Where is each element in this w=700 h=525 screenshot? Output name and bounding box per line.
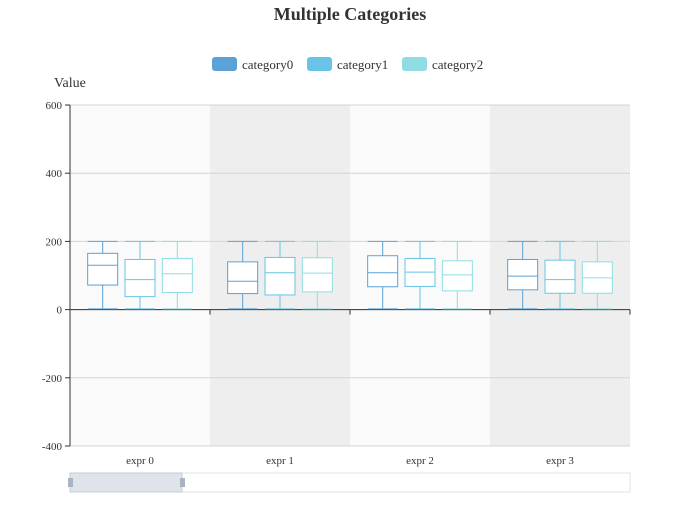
box-iqr bbox=[161, 257, 193, 294]
y-tick-label: -200 bbox=[42, 373, 63, 385]
boxplot-box[interactable] bbox=[301, 240, 333, 310]
x-tick-label: expr 2 bbox=[406, 455, 434, 467]
datazoom-handle-start[interactable] bbox=[68, 478, 73, 487]
boxplot-box[interactable] bbox=[507, 240, 539, 310]
box-iqr bbox=[544, 259, 576, 294]
legend-label: category1 bbox=[337, 57, 388, 72]
x-tick-label: expr 0 bbox=[126, 455, 154, 467]
boxplot-box[interactable] bbox=[124, 240, 156, 310]
legend-swatch bbox=[212, 57, 237, 71]
y-axis-label: Value bbox=[54, 76, 86, 91]
box-iqr bbox=[507, 258, 539, 291]
x-tick-label: expr 3 bbox=[546, 455, 574, 467]
legend-label: category0 bbox=[242, 57, 293, 72]
legend-item-category0[interactable]: category0 bbox=[212, 57, 293, 72]
box-iqr bbox=[264, 256, 296, 296]
boxplot-box[interactable] bbox=[264, 240, 296, 310]
box-iqr bbox=[367, 255, 399, 288]
boxplot-box[interactable] bbox=[581, 240, 613, 310]
box-iqr bbox=[87, 252, 119, 286]
box-iqr bbox=[301, 257, 333, 293]
box-iqr bbox=[441, 260, 473, 292]
y-tick-label: 0 bbox=[57, 305, 63, 317]
legend-item-category2[interactable]: category2 bbox=[402, 57, 483, 72]
boxplot-box[interactable] bbox=[544, 240, 576, 310]
boxplot-box[interactable] bbox=[161, 240, 193, 310]
box-iqr bbox=[124, 258, 156, 298]
boxplot-box[interactable] bbox=[87, 240, 119, 310]
boxplot-box[interactable] bbox=[441, 240, 473, 310]
y-tick-label: 600 bbox=[46, 100, 63, 112]
datazoom-selected-range[interactable] bbox=[69, 472, 183, 493]
y-tick-label: -400 bbox=[42, 441, 63, 453]
legend-swatch bbox=[307, 57, 332, 71]
legend-label: category2 bbox=[432, 57, 483, 72]
boxplot-box[interactable] bbox=[404, 240, 436, 310]
x-tick-label: expr 1 bbox=[266, 455, 294, 467]
legend-swatch bbox=[402, 57, 427, 71]
datazoom-handle-end[interactable] bbox=[180, 478, 185, 487]
y-tick-label: 400 bbox=[46, 168, 63, 180]
boxplot-box[interactable] bbox=[367, 240, 399, 310]
legend-item-category1[interactable]: category1 bbox=[307, 57, 388, 72]
box-iqr bbox=[227, 261, 259, 295]
y-tick-label: 200 bbox=[46, 236, 63, 248]
boxplot-box[interactable] bbox=[227, 240, 259, 310]
chart-title: Multiple Categories bbox=[274, 4, 426, 24]
